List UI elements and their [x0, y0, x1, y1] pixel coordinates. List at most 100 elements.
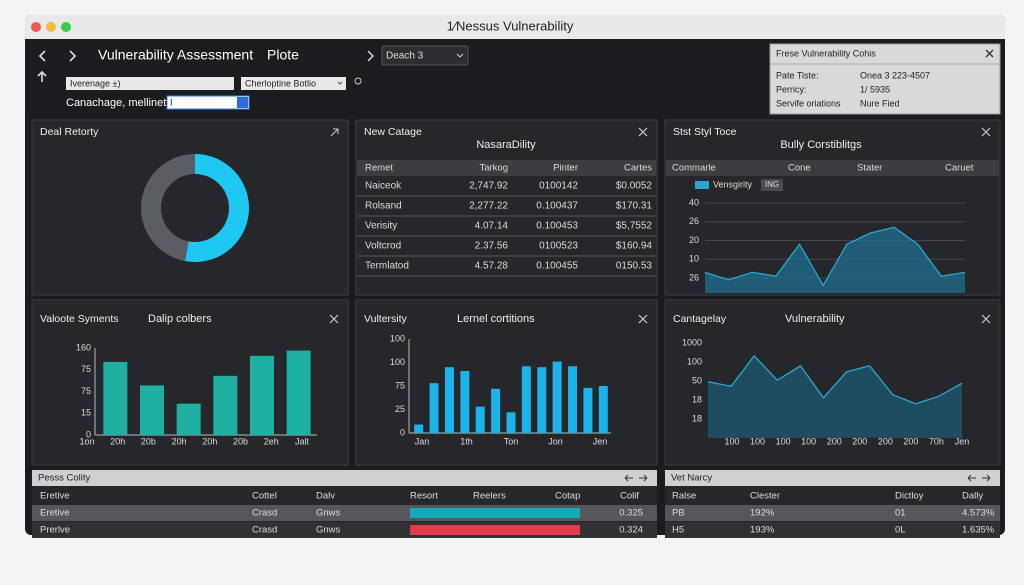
bar	[491, 388, 501, 433]
x-tick-label: 100	[750, 436, 765, 446]
column-header: Reelers	[473, 491, 506, 502]
panel-title: Pesss Colity	[38, 473, 91, 484]
popup-close[interactable]	[985, 49, 994, 58]
table-cell: Naiceok	[365, 181, 402, 192]
table-cell: 0.100455	[536, 261, 578, 272]
popup-title: Frese Vulnerability Cohis	[776, 48, 876, 58]
donut-segment	[184, 154, 249, 262]
y-tick-label: 50	[692, 375, 702, 385]
title-bar	[25, 15, 1005, 39]
window-title: 1⁄Nessus Vulnerability	[447, 18, 574, 33]
bar	[460, 370, 470, 433]
bar	[213, 375, 238, 435]
input-field[interactable]	[166, 95, 250, 110]
area	[708, 355, 962, 438]
x-tick-label: 20h	[172, 436, 187, 446]
close-icon[interactable]	[981, 127, 991, 137]
x-tick-label: 1on	[79, 436, 94, 446]
table-cell: 0100142	[539, 181, 578, 192]
table-cell: $0.0052	[616, 181, 653, 192]
y-tick-label: 18	[692, 394, 702, 404]
close-icon[interactable]	[638, 127, 648, 137]
panel-title: Vet Narcy	[671, 473, 712, 484]
legend-tag	[761, 179, 783, 191]
bar	[568, 366, 578, 433]
column-header: Dalv	[316, 491, 335, 502]
input-field[interactable]	[241, 77, 346, 90]
panel: Deal Retorty	[31, 119, 349, 296]
legend-label: Vensgirity	[713, 179, 753, 189]
area	[705, 227, 965, 293]
minimize-button[interactable]	[46, 22, 56, 32]
y-tick-label: 160	[76, 342, 91, 352]
column-header: Cotap	[555, 491, 580, 502]
field-button[interactable]	[237, 97, 248, 108]
search-icon[interactable]	[354, 77, 362, 85]
column-header: Ralse	[672, 491, 696, 502]
table-cell: H5	[672, 525, 684, 536]
close-button[interactable]	[31, 22, 41, 32]
panel-subtitle: Dalip colbers	[148, 313, 212, 325]
panel-subtitle: Bully Corstiblitgs	[780, 139, 862, 151]
x-tick-label: 100	[801, 436, 816, 446]
column-header: Tarkog	[479, 163, 508, 174]
popup-label: Perricy:	[776, 84, 807, 94]
table-cell: 0.325	[619, 508, 643, 519]
x-tick-label: 1th	[460, 436, 473, 446]
panel-header	[665, 470, 1000, 486]
column-header: Dally	[962, 491, 983, 502]
field-value: Cherloptine Botlio	[245, 78, 316, 88]
column-header: Stater	[857, 163, 882, 174]
zoom-button[interactable]	[61, 22, 71, 32]
table-cell: 2.37.56	[475, 241, 509, 252]
y-tick-label: 10	[689, 254, 699, 264]
nav-arrows[interactable]	[624, 474, 648, 482]
bar	[176, 403, 201, 435]
x-tick-label: 20h	[110, 436, 125, 446]
table-cell: 192%	[750, 508, 775, 519]
input-field[interactable]	[66, 77, 234, 90]
column-header: Pinter	[553, 163, 578, 174]
panel-title: Stst Styl Toce	[673, 126, 737, 138]
bar	[429, 383, 439, 433]
legend-swatch	[695, 181, 709, 189]
table-cell: 4.573%	[962, 508, 995, 519]
forward-button[interactable]	[69, 50, 77, 62]
table-row	[665, 505, 1000, 521]
table-cell: Gnws	[316, 508, 341, 519]
y-tick-label: 25	[395, 404, 405, 414]
close-icon[interactable]	[981, 314, 991, 324]
table-cell: Crasd	[252, 508, 277, 519]
column-header: Dictloy	[895, 491, 924, 502]
panel-header	[32, 470, 657, 486]
panel-title: Valoote Syments	[40, 313, 119, 325]
x-tick-label: 200	[852, 436, 867, 446]
panel-subtitle: NasaraDility	[476, 139, 536, 151]
area-line	[704, 226, 966, 287]
y-tick-label: 1000	[682, 337, 702, 347]
up-button[interactable]	[37, 70, 47, 82]
y-tick-label: 75	[395, 380, 405, 390]
panel-title: New Catage	[364, 126, 422, 138]
back-button[interactable]	[38, 50, 46, 62]
table-cell: 0150.53	[616, 261, 653, 272]
panel: Stst Styl Toce Bully Corstiblitgs Commarle…	[664, 119, 1001, 296]
close-icon[interactable]	[638, 314, 648, 324]
dropdown-caret	[456, 53, 464, 58]
dropdown[interactable]	[381, 45, 469, 66]
y-tick-label: 75	[81, 386, 91, 396]
close-icon[interactable]	[329, 314, 339, 324]
bottom-panel: Vet Narcy Ralse Clester Dictloy Dally PB 192% 0…	[665, 470, 1000, 538]
y-tick-label: 26	[689, 272, 699, 282]
expand-icon[interactable]	[330, 128, 339, 137]
chevron[interactable]	[367, 50, 374, 62]
y-tick-label: 100	[687, 356, 702, 366]
donut-segment	[140, 154, 195, 262]
bar	[583, 387, 593, 433]
column-header: Clester	[750, 491, 780, 502]
nav-arrows[interactable]	[967, 474, 991, 482]
toolbar-title: Vulnerability Assessment	[98, 47, 253, 63]
table-cell: Voltcrod	[365, 241, 401, 252]
column-header: Colif	[620, 491, 639, 502]
